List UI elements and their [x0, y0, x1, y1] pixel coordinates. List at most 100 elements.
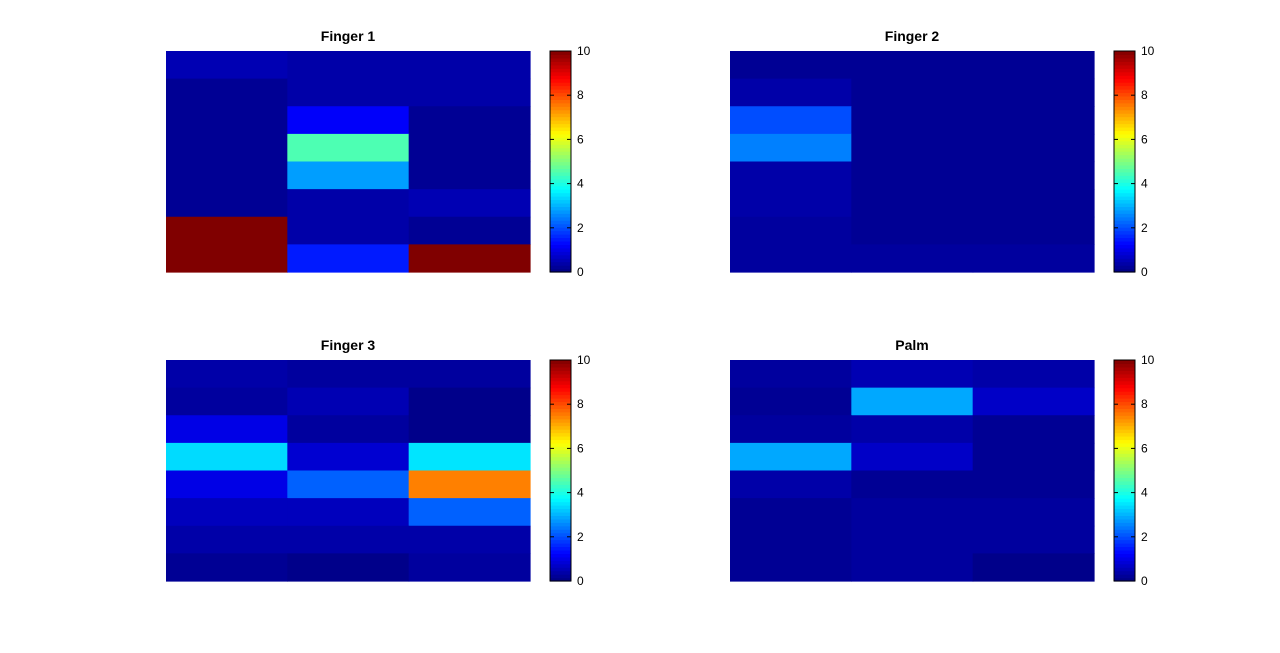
colorbar-band	[550, 536, 571, 541]
colorbar-band	[1114, 574, 1135, 579]
colorbar-tick-label: 10	[1141, 353, 1155, 367]
heatmap-cell	[166, 51, 288, 80]
colorbar-band	[1114, 570, 1135, 575]
colorbar-band	[1114, 539, 1135, 544]
colorbar-band	[550, 209, 571, 214]
colorbar-band	[1114, 522, 1135, 527]
heatmap-cell	[166, 498, 288, 527]
colorbar-band	[1114, 508, 1135, 513]
colorbar-band	[1114, 532, 1135, 537]
heatmap-cell	[287, 216, 410, 245]
colorbar-band	[1114, 227, 1135, 232]
heatmap-cell	[166, 244, 288, 273]
colorbar-band	[550, 449, 571, 454]
colorbar-band	[1114, 178, 1135, 183]
colorbar-band	[550, 192, 571, 197]
colorbar-band	[1114, 261, 1135, 266]
colorbar-band	[1114, 501, 1135, 506]
colorbar: 0 2 4 6 8 10	[549, 44, 591, 279]
colorbar-band	[550, 113, 571, 118]
colorbar-band	[1114, 71, 1135, 76]
colorbar-band	[1114, 498, 1135, 503]
colorbar-band	[550, 553, 571, 558]
colorbar-band	[550, 199, 571, 204]
heatmap-cell	[972, 106, 1095, 135]
colorbar-band	[550, 99, 571, 104]
heatmap-cell	[730, 78, 852, 107]
colorbar-band	[1114, 435, 1135, 441]
colorbar-band	[1114, 51, 1135, 56]
heatmap-cell	[408, 244, 531, 273]
heatmap-cell	[730, 525, 852, 554]
heatmap-cell	[408, 415, 531, 444]
colorbar-band	[550, 78, 571, 83]
heatmap-cell	[408, 51, 531, 80]
colorbar-band	[550, 185, 571, 190]
colorbar-band	[550, 480, 571, 485]
colorbar-band	[1114, 401, 1135, 406]
heatmap-cell	[408, 78, 531, 107]
colorbar-band	[550, 404, 571, 409]
colorbar-band	[550, 247, 571, 252]
colorbar-band	[1114, 92, 1135, 97]
colorbar-band	[550, 57, 571, 62]
colorbar-tick-label: 2	[1141, 530, 1148, 544]
colorbar-band	[1114, 449, 1135, 454]
colorbar-tick-label: 2	[1141, 221, 1148, 235]
heatmap-cell	[287, 189, 410, 218]
heatmap-cell	[972, 525, 1095, 554]
colorbar-band	[1114, 78, 1135, 83]
colorbar-band	[1114, 196, 1135, 201]
colorbar-band	[550, 477, 571, 482]
colorbar-band	[550, 189, 571, 194]
colorbar-band	[550, 61, 571, 66]
heatmap-cell	[851, 106, 974, 135]
heatmap-cell	[408, 525, 531, 554]
colorbar-frame	[1113, 359, 1136, 582]
colorbar-band	[550, 261, 571, 266]
colorbar-band	[550, 144, 571, 149]
heatmap-cell	[287, 470, 410, 499]
heatmap-panel-palm: Palm 0 2 4 6 8 10	[730, 337, 1155, 588]
heatmap-cell	[851, 525, 974, 554]
colorbar-band	[1114, 137, 1135, 142]
colorbar-band	[550, 463, 571, 468]
heatmap-cell	[730, 498, 852, 527]
colorbar-band	[1114, 61, 1135, 66]
colorbar-band	[1114, 216, 1135, 221]
colorbar-tick-label: 4	[1141, 177, 1148, 191]
colorbar-band	[1114, 154, 1135, 159]
colorbar-band	[1114, 397, 1135, 403]
colorbar-band	[550, 120, 571, 125]
colorbar-band	[550, 522, 571, 527]
colorbar-band	[1114, 577, 1135, 582]
colorbar-band	[1114, 126, 1135, 132]
colorbar-band	[550, 360, 571, 365]
colorbar-band	[1114, 189, 1135, 194]
colorbar-band	[550, 446, 571, 451]
colorbar-band	[1114, 99, 1135, 104]
colorbar-band	[550, 470, 571, 475]
colorbar-band	[1114, 75, 1135, 80]
colorbar-band	[1114, 109, 1135, 114]
colorbar-band	[550, 366, 571, 371]
colorbar-band	[1114, 505, 1135, 510]
colorbar-band	[550, 525, 571, 530]
colorbar-band	[550, 415, 571, 420]
colorbar-band	[1114, 140, 1135, 145]
colorbar-band	[1114, 422, 1135, 427]
colorbar-band	[1114, 511, 1135, 516]
colorbar-band	[1114, 144, 1135, 149]
heatmap-cell	[166, 106, 288, 135]
colorbar-band	[1114, 213, 1135, 218]
colorbar-band	[550, 543, 571, 548]
heatmap-cell	[972, 244, 1095, 273]
heatmap-cell	[972, 189, 1095, 218]
colorbar-tick-label: 6	[1141, 132, 1148, 146]
colorbar-band	[1114, 161, 1135, 166]
colorbar-band	[1114, 54, 1135, 59]
colorbar-tick-label: 6	[1141, 441, 1148, 455]
colorbar-tick-label: 8	[1141, 397, 1148, 411]
colorbar-band	[550, 130, 571, 135]
